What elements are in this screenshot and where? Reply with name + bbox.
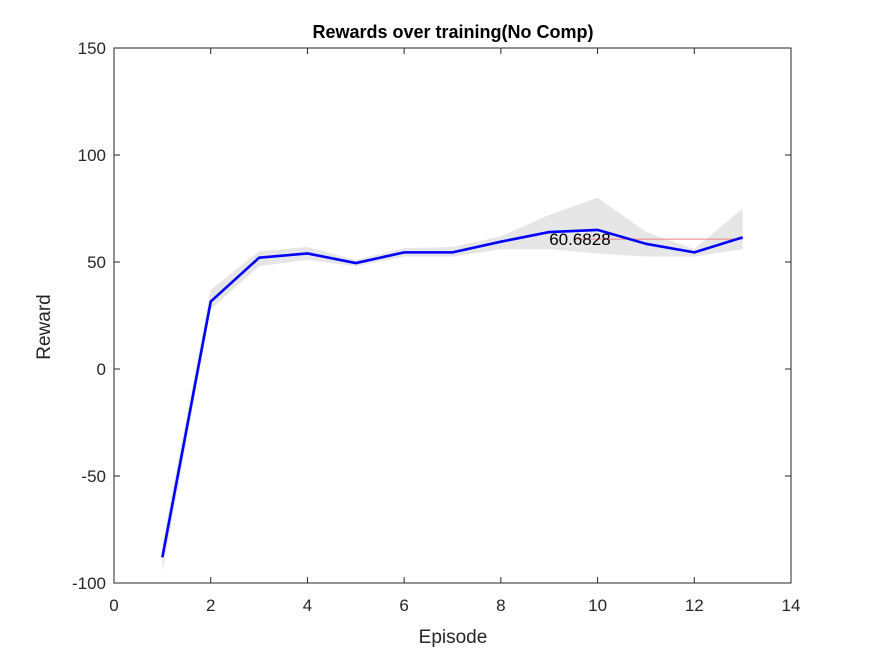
x-tick-label: 10 — [588, 596, 607, 615]
y-axis-label: Reward — [34, 294, 55, 359]
y-tick-label: -50 — [81, 467, 106, 486]
x-tick-label: 6 — [399, 596, 408, 615]
x-tick-label: 12 — [685, 596, 704, 615]
x-tick-label: 0 — [109, 596, 118, 615]
mean-annotation: 60.6828 — [549, 230, 610, 249]
y-tick-label: 150 — [78, 39, 106, 58]
plot-area: 60.6828 — [114, 48, 791, 583]
y-tick-label: 50 — [87, 253, 106, 272]
x-tick-label: 2 — [206, 596, 215, 615]
x-tick-label: 4 — [303, 596, 312, 615]
y-tick-label: -100 — [72, 574, 106, 593]
axes-box — [113, 47, 792, 584]
y-tick-label: 100 — [78, 146, 106, 165]
y-tick-label: 0 — [97, 360, 106, 379]
plot-background — [114, 48, 791, 583]
x-axis-label: Episode — [419, 627, 488, 648]
chart-title: Rewards over training(No Comp) — [312, 22, 593, 42]
x-tick-label: 14 — [782, 596, 801, 615]
axes: 0 2 4 6 8 10 12 14 -100 -50 0 50 100 150 — [72, 39, 800, 615]
x-tick-label: 8 — [496, 596, 505, 615]
